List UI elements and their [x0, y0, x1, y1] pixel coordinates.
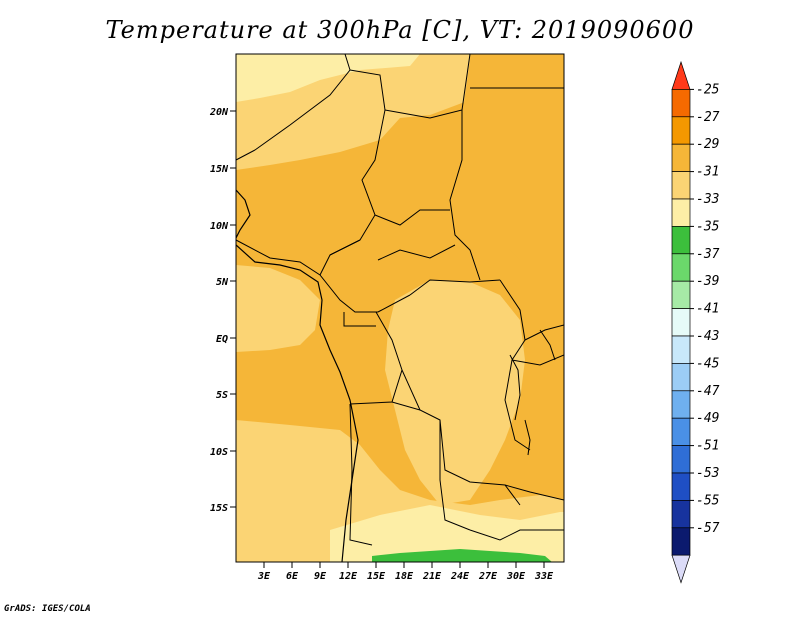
lon-tick-3e: 3E [257, 562, 271, 582]
colorbar-label: -39 [696, 274, 719, 289]
svg-text:9E: 9E [314, 571, 327, 582]
lat-tick-15n: 15N [210, 164, 236, 175]
colorbar: -25 -27 -29 -31 -33 -35 -37 -39 -41 -43 -45 -47 -49 -… [671, 60, 720, 584]
colorbar-swatch [671, 116, 691, 145]
colorbar-bottom-triangle [671, 554, 691, 584]
country-borders [236, 54, 564, 546]
colorbar-swatch [671, 335, 691, 364]
colorbar-label: -57 [696, 521, 720, 536]
svg-text:33E: 33E [534, 571, 554, 582]
map-frame [235, 53, 565, 563]
colorbar-label: -25 [696, 82, 720, 97]
svg-text:12E: 12E [339, 571, 358, 582]
colorbar-label: -27 [696, 110, 720, 125]
colorbar-label: -31 [696, 165, 719, 180]
svg-text:20N: 20N [209, 107, 229, 118]
lakes [509, 329, 556, 456]
colorbar-label: -55 [696, 493, 720, 508]
map-title: Temperature at 300hPa [C], VT: 201909060… [105, 16, 695, 44]
svg-text:6E: 6E [286, 571, 299, 582]
lon-tick-18e: 18E [395, 562, 414, 582]
temperature-field-south-pale [330, 505, 564, 562]
colorbar-label: -35 [696, 219, 720, 234]
lat-tick-eq: EQ [216, 334, 236, 345]
lat-tick-10n: 10N [210, 221, 236, 232]
colorbar-swatch [671, 253, 691, 282]
colorbar-swatch [671, 143, 691, 172]
svg-text:15E: 15E [367, 571, 386, 582]
colorbar-swatch [671, 280, 691, 309]
colorbar-label: -51 [696, 439, 719, 454]
svg-text:15N: 15N [210, 164, 229, 175]
lon-tick-33e: 33E [534, 562, 554, 582]
temperature-field-east-orange [450, 54, 564, 300]
temperature-field-north-pale [236, 54, 420, 102]
colorbar-label: -53 [696, 466, 719, 481]
svg-text:3E: 3E [257, 571, 271, 582]
temperature-field-south-green [372, 549, 552, 562]
colorbar-label: -49 [696, 411, 719, 426]
svg-text:24E: 24E [450, 571, 470, 582]
colorbar-swatch [671, 417, 691, 446]
colorbar-swatch [671, 445, 691, 474]
colorbar-swatch [671, 226, 691, 255]
colorbar-swatch [671, 198, 691, 227]
lat-tick-15s: 15S [210, 503, 236, 514]
svg-text:5N: 5N [216, 277, 229, 288]
colorbar-swatch [671, 171, 691, 200]
svg-text:EQ: EQ [216, 334, 228, 345]
map-area [236, 54, 564, 562]
temperature-field-west-light [236, 265, 320, 352]
svg-text:18E: 18E [395, 571, 414, 582]
lon-tick-12e: 12E [339, 562, 358, 582]
colorbar-swatch [671, 308, 691, 337]
colorbar-label: -47 [696, 384, 720, 399]
colorbar-label: -45 [696, 356, 720, 371]
svg-text:5S: 5S [216, 390, 228, 401]
svg-text:15S: 15S [210, 503, 228, 514]
colorbar-swatch [671, 363, 691, 392]
lon-axis: 3E 6E 9E 12E 15E 18E 21E 24E 27E 30E 33E [257, 562, 554, 582]
colorbar-swatch [671, 472, 691, 501]
lat-tick-20n: 20N [209, 107, 236, 118]
svg-text:10N: 10N [210, 221, 229, 232]
colorbar-top-triangle [671, 60, 691, 90]
colorbar-swatch [671, 500, 691, 529]
lon-tick-9e: 9E [314, 562, 327, 582]
colorbar-label: -37 [696, 247, 720, 262]
colorbar-label: -33 [696, 192, 719, 207]
coastline [236, 189, 359, 562]
colorbar-swatch [671, 390, 691, 419]
svg-text:21E: 21E [422, 571, 442, 582]
lat-tick-5s: 5S [216, 390, 236, 401]
svg-text:27E: 27E [478, 571, 498, 582]
lon-tick-6e: 6E [286, 562, 299, 582]
lat-axis: 20N 15N 10N 5N EQ 5S 10S 15S [209, 107, 236, 514]
lon-tick-21e: 21E [422, 562, 442, 582]
colorbar-swatch [671, 89, 691, 118]
colorbar-swatch [671, 527, 691, 556]
lon-tick-27e: 27E [478, 562, 498, 582]
lat-tick-5n: 5N [216, 277, 236, 288]
svg-text:10S: 10S [210, 447, 228, 458]
colorbar-label: -43 [696, 329, 719, 344]
grads-credit: GrADS: IGES/COLA [4, 604, 91, 614]
lon-tick-30e: 30E [506, 562, 526, 582]
lat-tick-10s: 10S [210, 447, 236, 458]
lon-tick-24e: 24E [450, 562, 470, 582]
lon-tick-15e: 15E [367, 562, 386, 582]
colorbar-label: -41 [696, 302, 719, 317]
svg-text:30E: 30E [506, 571, 526, 582]
colorbar-label: -29 [696, 137, 719, 152]
temperature-field-central-light [385, 280, 525, 505]
